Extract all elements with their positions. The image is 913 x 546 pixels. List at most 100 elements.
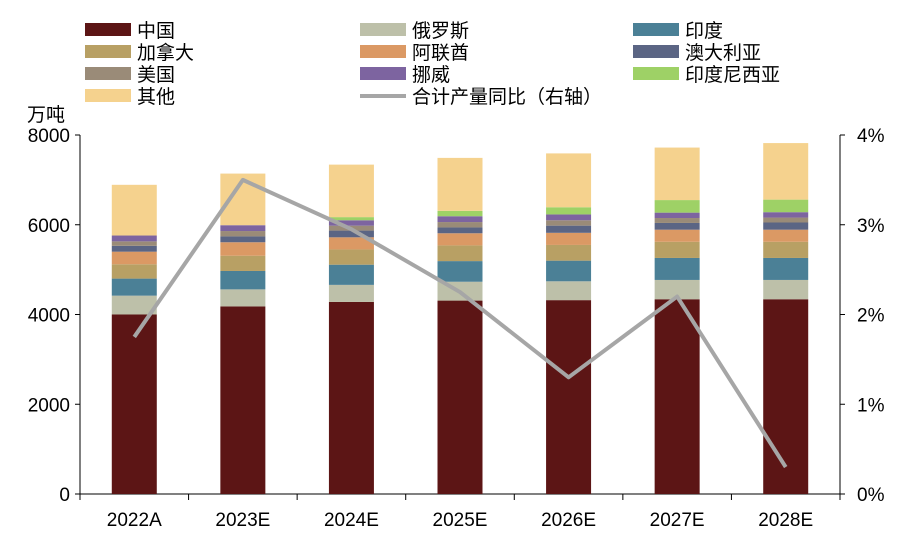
bar-segment bbox=[437, 245, 483, 262]
legend-swatch bbox=[85, 67, 131, 80]
bar-segment bbox=[437, 233, 483, 246]
bar-segment bbox=[220, 236, 266, 243]
bar-segment bbox=[328, 284, 374, 302]
bar-segment bbox=[111, 278, 157, 296]
bar-segment bbox=[111, 245, 157, 252]
bar-segment bbox=[654, 299, 700, 494]
legend-swatch bbox=[633, 45, 679, 58]
legend-label: 挪威 bbox=[412, 64, 450, 86]
bar-segment bbox=[111, 241, 157, 246]
y-tick-label: 8000 bbox=[28, 126, 70, 147]
bar-segment bbox=[546, 207, 592, 215]
bar-segment bbox=[437, 300, 483, 494]
bar-segment bbox=[763, 222, 809, 230]
bar-segment bbox=[654, 222, 700, 230]
bar-segment bbox=[546, 153, 592, 208]
bar-segment bbox=[111, 295, 157, 315]
bar-segment bbox=[654, 200, 700, 213]
bar-segment bbox=[220, 306, 266, 494]
legend-label: 加拿大 bbox=[137, 41, 194, 64]
bar-segment bbox=[111, 314, 157, 494]
legend-label: 俄罗斯 bbox=[412, 20, 469, 42]
bar-segment bbox=[437, 210, 483, 217]
axes: 0 2000 4000 6000 8000 0% 1% 2% 3% 4% 万吨 2022A 2023E 2… bbox=[27, 104, 885, 531]
y2-tick-label: 3% bbox=[857, 216, 885, 237]
bar-segment bbox=[437, 227, 483, 234]
bar-segment bbox=[654, 229, 700, 242]
bar-segment bbox=[763, 299, 809, 494]
bar-segment bbox=[328, 220, 374, 226]
bar-segment bbox=[220, 255, 266, 271]
legend-label: 美国 bbox=[137, 64, 175, 86]
bar-segment bbox=[546, 232, 592, 245]
legend-label: 其他 bbox=[137, 86, 175, 108]
bar-segment bbox=[654, 257, 700, 280]
bar-segment bbox=[546, 260, 592, 282]
bar-segment bbox=[763, 143, 809, 200]
line-series bbox=[132, 177, 788, 469]
legend-swatch bbox=[360, 67, 406, 80]
bar-segment bbox=[220, 289, 266, 307]
bar-segment bbox=[111, 251, 157, 265]
bar-segment bbox=[437, 216, 483, 223]
legend-label: 中国 bbox=[137, 20, 175, 42]
bar-segment bbox=[328, 249, 374, 265]
bar-segment bbox=[546, 244, 592, 261]
bar-segment bbox=[328, 230, 374, 238]
bar-segment bbox=[111, 264, 157, 279]
legend-swatch bbox=[633, 23, 679, 36]
legend-swatch bbox=[360, 23, 406, 36]
legend-label: 印度尼西亚 bbox=[685, 64, 780, 86]
yoy-growth-line bbox=[132, 177, 788, 469]
bar-segment bbox=[328, 164, 374, 218]
bar-segment bbox=[328, 301, 374, 494]
x-tick-label: 2028E bbox=[758, 510, 813, 531]
bar-segment bbox=[328, 217, 374, 221]
bar-segment bbox=[220, 231, 266, 237]
legend-swatch bbox=[85, 89, 131, 102]
bar-segment bbox=[763, 199, 809, 213]
bar-segment bbox=[763, 217, 809, 223]
y2-tick-label: 2% bbox=[857, 306, 885, 327]
x-tick-label: 2024E bbox=[324, 510, 379, 531]
bar-segment bbox=[654, 279, 700, 300]
legend-swatch bbox=[633, 67, 679, 80]
legend-label: 合计产量同比（右轴） bbox=[412, 86, 602, 108]
y-tick-label: 0 bbox=[59, 485, 70, 506]
bar-segment bbox=[220, 225, 266, 232]
bar-segment bbox=[220, 270, 266, 290]
bar-segment bbox=[654, 241, 700, 258]
x-tick-label: 2025E bbox=[433, 510, 488, 531]
bar-segment bbox=[546, 281, 592, 301]
bar-segment bbox=[437, 157, 483, 211]
x-tick-label: 2027E bbox=[650, 510, 705, 531]
legend-label: 印度 bbox=[685, 20, 723, 42]
bar-segment bbox=[654, 218, 700, 223]
bar-segment bbox=[437, 222, 483, 228]
bar-segment bbox=[546, 220, 592, 226]
x-tick-label: 2022A bbox=[107, 510, 162, 531]
bar-segment bbox=[763, 279, 809, 300]
bar-segment bbox=[763, 229, 809, 242]
bar-series bbox=[111, 143, 809, 494]
legend-label: 阿联酋 bbox=[412, 42, 469, 64]
legend-label: 澳大利亚 bbox=[685, 42, 761, 64]
bar-segment bbox=[654, 147, 700, 201]
legend-swatch bbox=[85, 23, 131, 36]
y-tick-label: 6000 bbox=[28, 216, 70, 237]
y2-tick-label: 4% bbox=[857, 126, 885, 147]
bar-segment bbox=[111, 235, 157, 242]
legend-swatch bbox=[85, 45, 131, 58]
y2-tick-label: 1% bbox=[857, 395, 885, 416]
x-tick-label: 2026E bbox=[541, 510, 596, 531]
bar-segment bbox=[220, 242, 266, 256]
bar-segment bbox=[111, 184, 157, 236]
x-tick-label: 2023E bbox=[215, 510, 270, 531]
y-tick-label: 4000 bbox=[28, 306, 70, 327]
bar-segment bbox=[546, 225, 592, 233]
bar-segment bbox=[763, 212, 809, 218]
bar-segment bbox=[546, 300, 592, 494]
bar-segment bbox=[328, 264, 374, 285]
